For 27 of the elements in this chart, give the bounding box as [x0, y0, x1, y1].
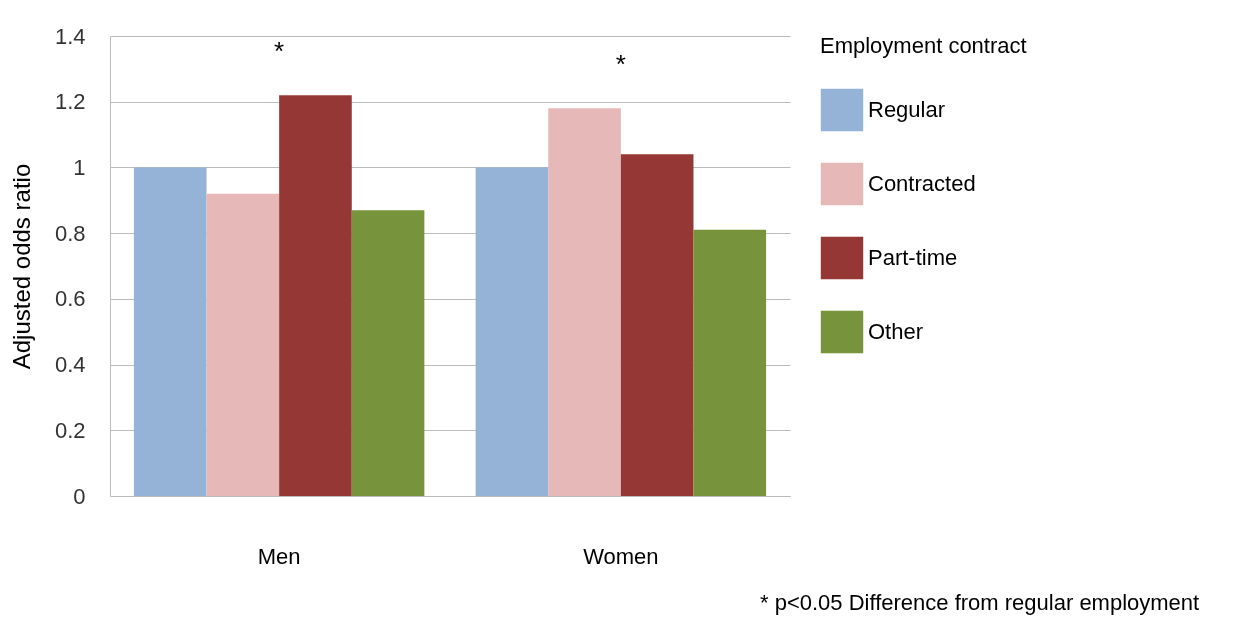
y-tick-label: 0 — [73, 483, 86, 509]
y-tick-label: 0.2 — [54, 417, 86, 443]
bar — [133, 167, 207, 496]
bar — [693, 229, 767, 496]
y-axis-title: Adjusted odds ratio — [7, 163, 35, 370]
bar — [548, 108, 621, 496]
y-tick-label: 1.2 — [54, 89, 86, 115]
bar — [620, 154, 694, 496]
annotation: * — [274, 36, 285, 67]
text: * p<0.05 Difference from regular employment — [760, 590, 1200, 616]
x-tick-label: Women — [583, 543, 659, 569]
y-tick-label: 0.8 — [54, 220, 86, 246]
y-tick-label: 0.6 — [54, 286, 86, 312]
legend-title: Employment contract — [820, 33, 1027, 58]
y-tick-label: 1 — [73, 154, 86, 180]
annotation: * — [615, 49, 626, 80]
bar — [279, 95, 352, 496]
legend-label: Part-time — [868, 245, 958, 270]
legend-label: Contracted — [868, 171, 976, 196]
legend-label: Other — [868, 319, 924, 344]
y-tick-label: 0.4 — [54, 352, 86, 378]
x-tick-label: Men — [257, 543, 301, 569]
bar — [351, 210, 425, 496]
bar — [206, 193, 280, 496]
legend-label: Regular — [868, 97, 946, 122]
bar — [475, 167, 549, 496]
y-tick-label: 1.4 — [54, 23, 86, 49]
